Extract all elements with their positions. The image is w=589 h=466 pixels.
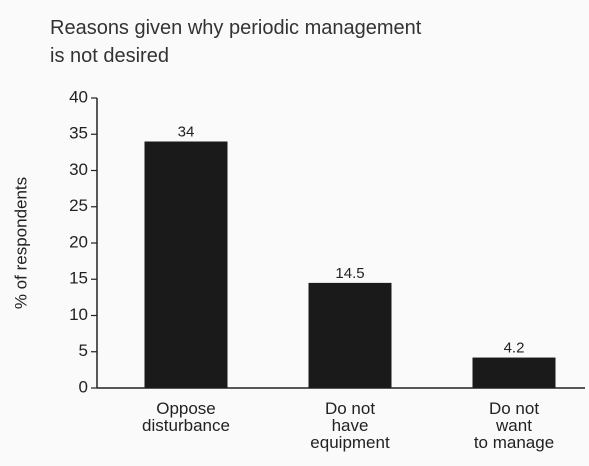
chart-title: Reasons given why periodic management is…: [50, 17, 422, 67]
x-tick-label: Do not have equipment: [310, 399, 390, 452]
y-tick-label: 5: [79, 341, 88, 360]
bar: [144, 141, 228, 388]
value-label: 14.5: [335, 265, 364, 282]
y-tick-label: 40: [69, 87, 88, 106]
y-tick-label: 30: [69, 160, 88, 179]
y-tick-label: 0: [79, 377, 88, 396]
y-tick-label: 10: [69, 305, 88, 324]
x-tick-label: Do not want to manage: [473, 399, 555, 452]
bar: [308, 282, 392, 388]
value-label: 34: [178, 123, 195, 140]
y-tick-label: 15: [69, 269, 88, 288]
y-tick-label: 20: [69, 232, 88, 251]
y-tick-label: 25: [69, 196, 88, 215]
y-tick-label: 35: [69, 124, 88, 143]
y-axis-label: % of respondents: [11, 177, 30, 309]
bar: [472, 357, 556, 388]
x-tick-label: Oppose disturbance: [142, 399, 230, 435]
value-label: 4.2: [504, 340, 525, 357]
